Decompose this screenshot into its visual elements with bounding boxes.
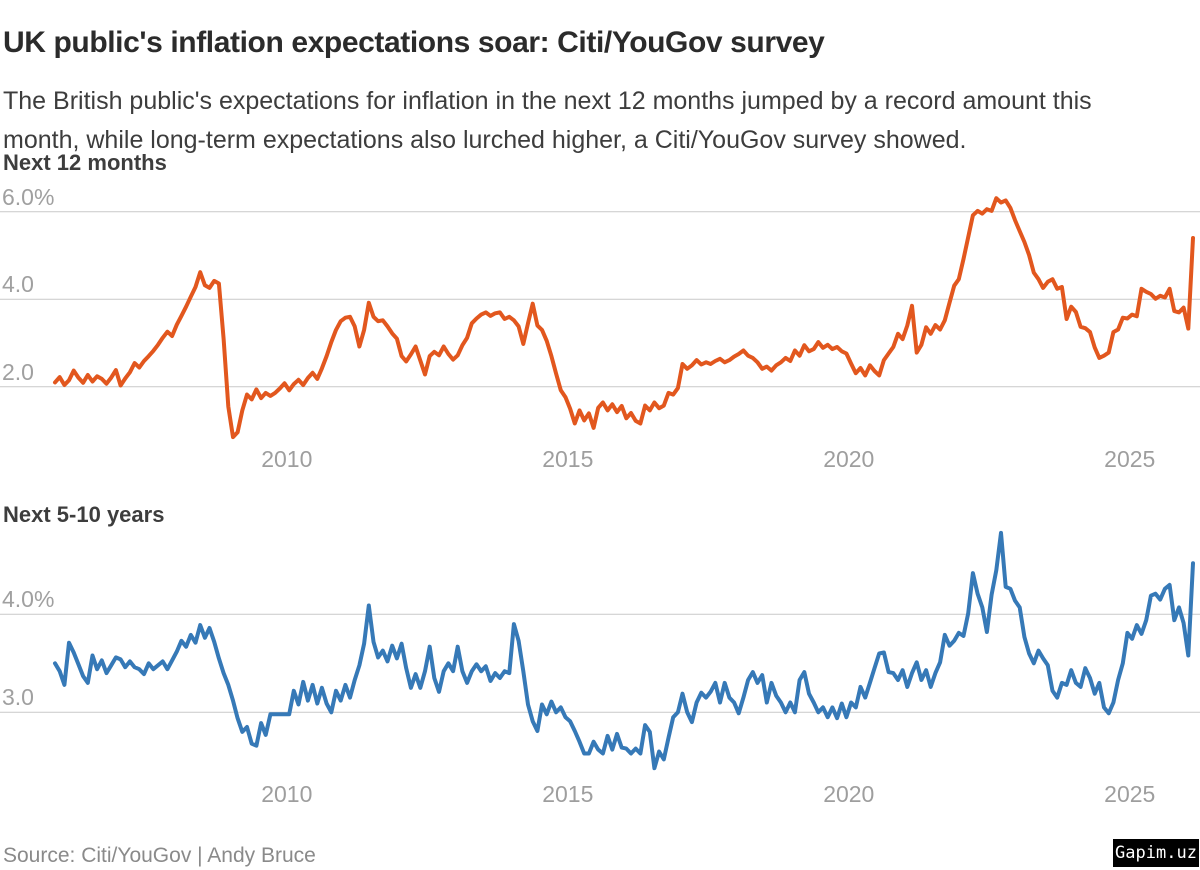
y-axis-tick-label: 2.0 <box>2 358 34 385</box>
line-series <box>53 196 1195 440</box>
x-axis-tick-label: 2020 <box>823 446 875 472</box>
x-axis-tick-label: 2015 <box>542 781 594 807</box>
page-title: UK public's inflation expectations soar:… <box>3 26 825 60</box>
x-axis-tick-label: 2020 <box>823 781 875 807</box>
page-subtitle: The British public's expectations for in… <box>3 87 1092 154</box>
x-axis-tick-label: 2025 <box>1104 781 1156 807</box>
y-axis-tick-label: 4.0 <box>2 271 34 298</box>
y-axis-tick-label: 3.0 <box>2 684 34 711</box>
x-axis-tick-label: 2010 <box>261 781 313 807</box>
x-axis-tick-label: 2010 <box>261 446 313 472</box>
line-series <box>53 530 1195 771</box>
source-note: Source: Citi/YouGov | Andy Bruce <box>3 844 316 867</box>
watermark-badge: Gapim.uz <box>1113 839 1199 867</box>
y-axis-tick-label: 4.0% <box>2 586 55 613</box>
x-axis-tick-label: 2015 <box>542 446 594 472</box>
y-axis-tick-label: 6.0% <box>2 183 55 210</box>
section-title-next-12-months: Next 12 months <box>3 150 167 175</box>
section-title-next-5-10-years: Next 5-10 years <box>3 502 165 527</box>
x-axis-tick-label: 2025 <box>1104 446 1156 472</box>
